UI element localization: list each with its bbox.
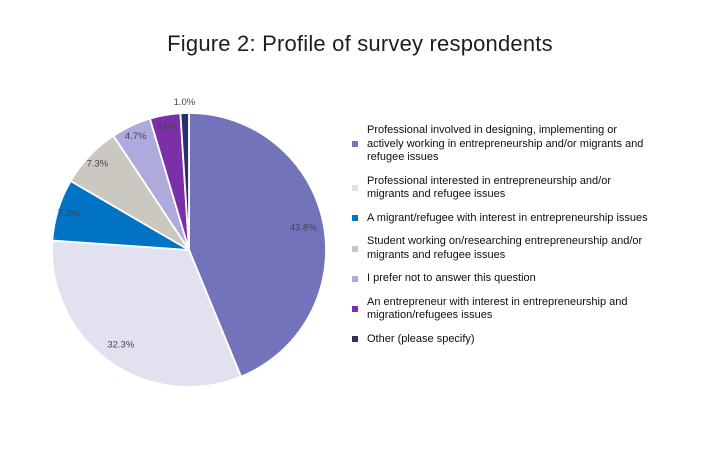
pie-svg: 43.8% 32.3% 7.3% 7.3% 4.7% 3.6% 1.0% [51, 97, 327, 388]
legend-item: Professional interested in entrepreneurs… [352, 175, 698, 202]
pie-slice [51, 239, 242, 388]
legend-item: Professional involved in designing, impl… [352, 124, 698, 165]
legend-item: Student working on/researching entrepren… [352, 235, 698, 262]
pie-slice-label: 3.6% [156, 121, 178, 132]
legend-item: Other (please specify) [352, 333, 698, 347]
legend-swatch-icon [352, 275, 358, 282]
legend-swatch-icon [352, 215, 358, 222]
pie-chart: 43.8% 32.3% 7.3% 7.3% 4.7% 3.6% 1.0% [24, 85, 354, 415]
legend-item: A migrant/refugee with interest in entre… [352, 212, 698, 226]
legend: Professional involved in designing, impl… [352, 124, 698, 346]
pie-slice [188, 112, 327, 378]
legend-label: An entrepreneur with interest in entrepr… [367, 295, 628, 322]
pie-slice-label: 7.3% [58, 208, 80, 219]
pie-slice-label: 1.0% [174, 97, 196, 108]
pie-slice-label: 43.8% [290, 223, 317, 234]
legend-swatch-icon [352, 245, 358, 252]
legend-label: Other (please specify) [367, 332, 475, 345]
legend-label: Professional involved in designing, impl… [367, 124, 644, 163]
legend-label: A migrant/refugee with interest in entre… [367, 211, 648, 224]
legend-label: Professional interested in entrepreneurs… [367, 174, 611, 201]
legend-label: Student working on/researching entrepren… [367, 235, 643, 261]
legend-label: I prefer not to answer this question [367, 272, 536, 284]
legend-swatch-icon [352, 185, 358, 191]
legend-item: I prefer not to answer this question [352, 272, 698, 286]
legend-swatch-icon [352, 306, 358, 312]
figure-title: Figure 2: Profile of survey respondents [167, 31, 553, 56]
legend-item: An entrepreneur with interest in entrepr… [352, 296, 698, 323]
legend-swatch-icon [352, 336, 358, 343]
legend-swatch-icon [352, 141, 358, 148]
pie-slice-label: 4.7% [125, 131, 147, 142]
pie-slice-label: 32.3% [107, 339, 134, 350]
pie-slice-label: 7.3% [87, 158, 109, 169]
pie-slice [179, 112, 190, 251]
